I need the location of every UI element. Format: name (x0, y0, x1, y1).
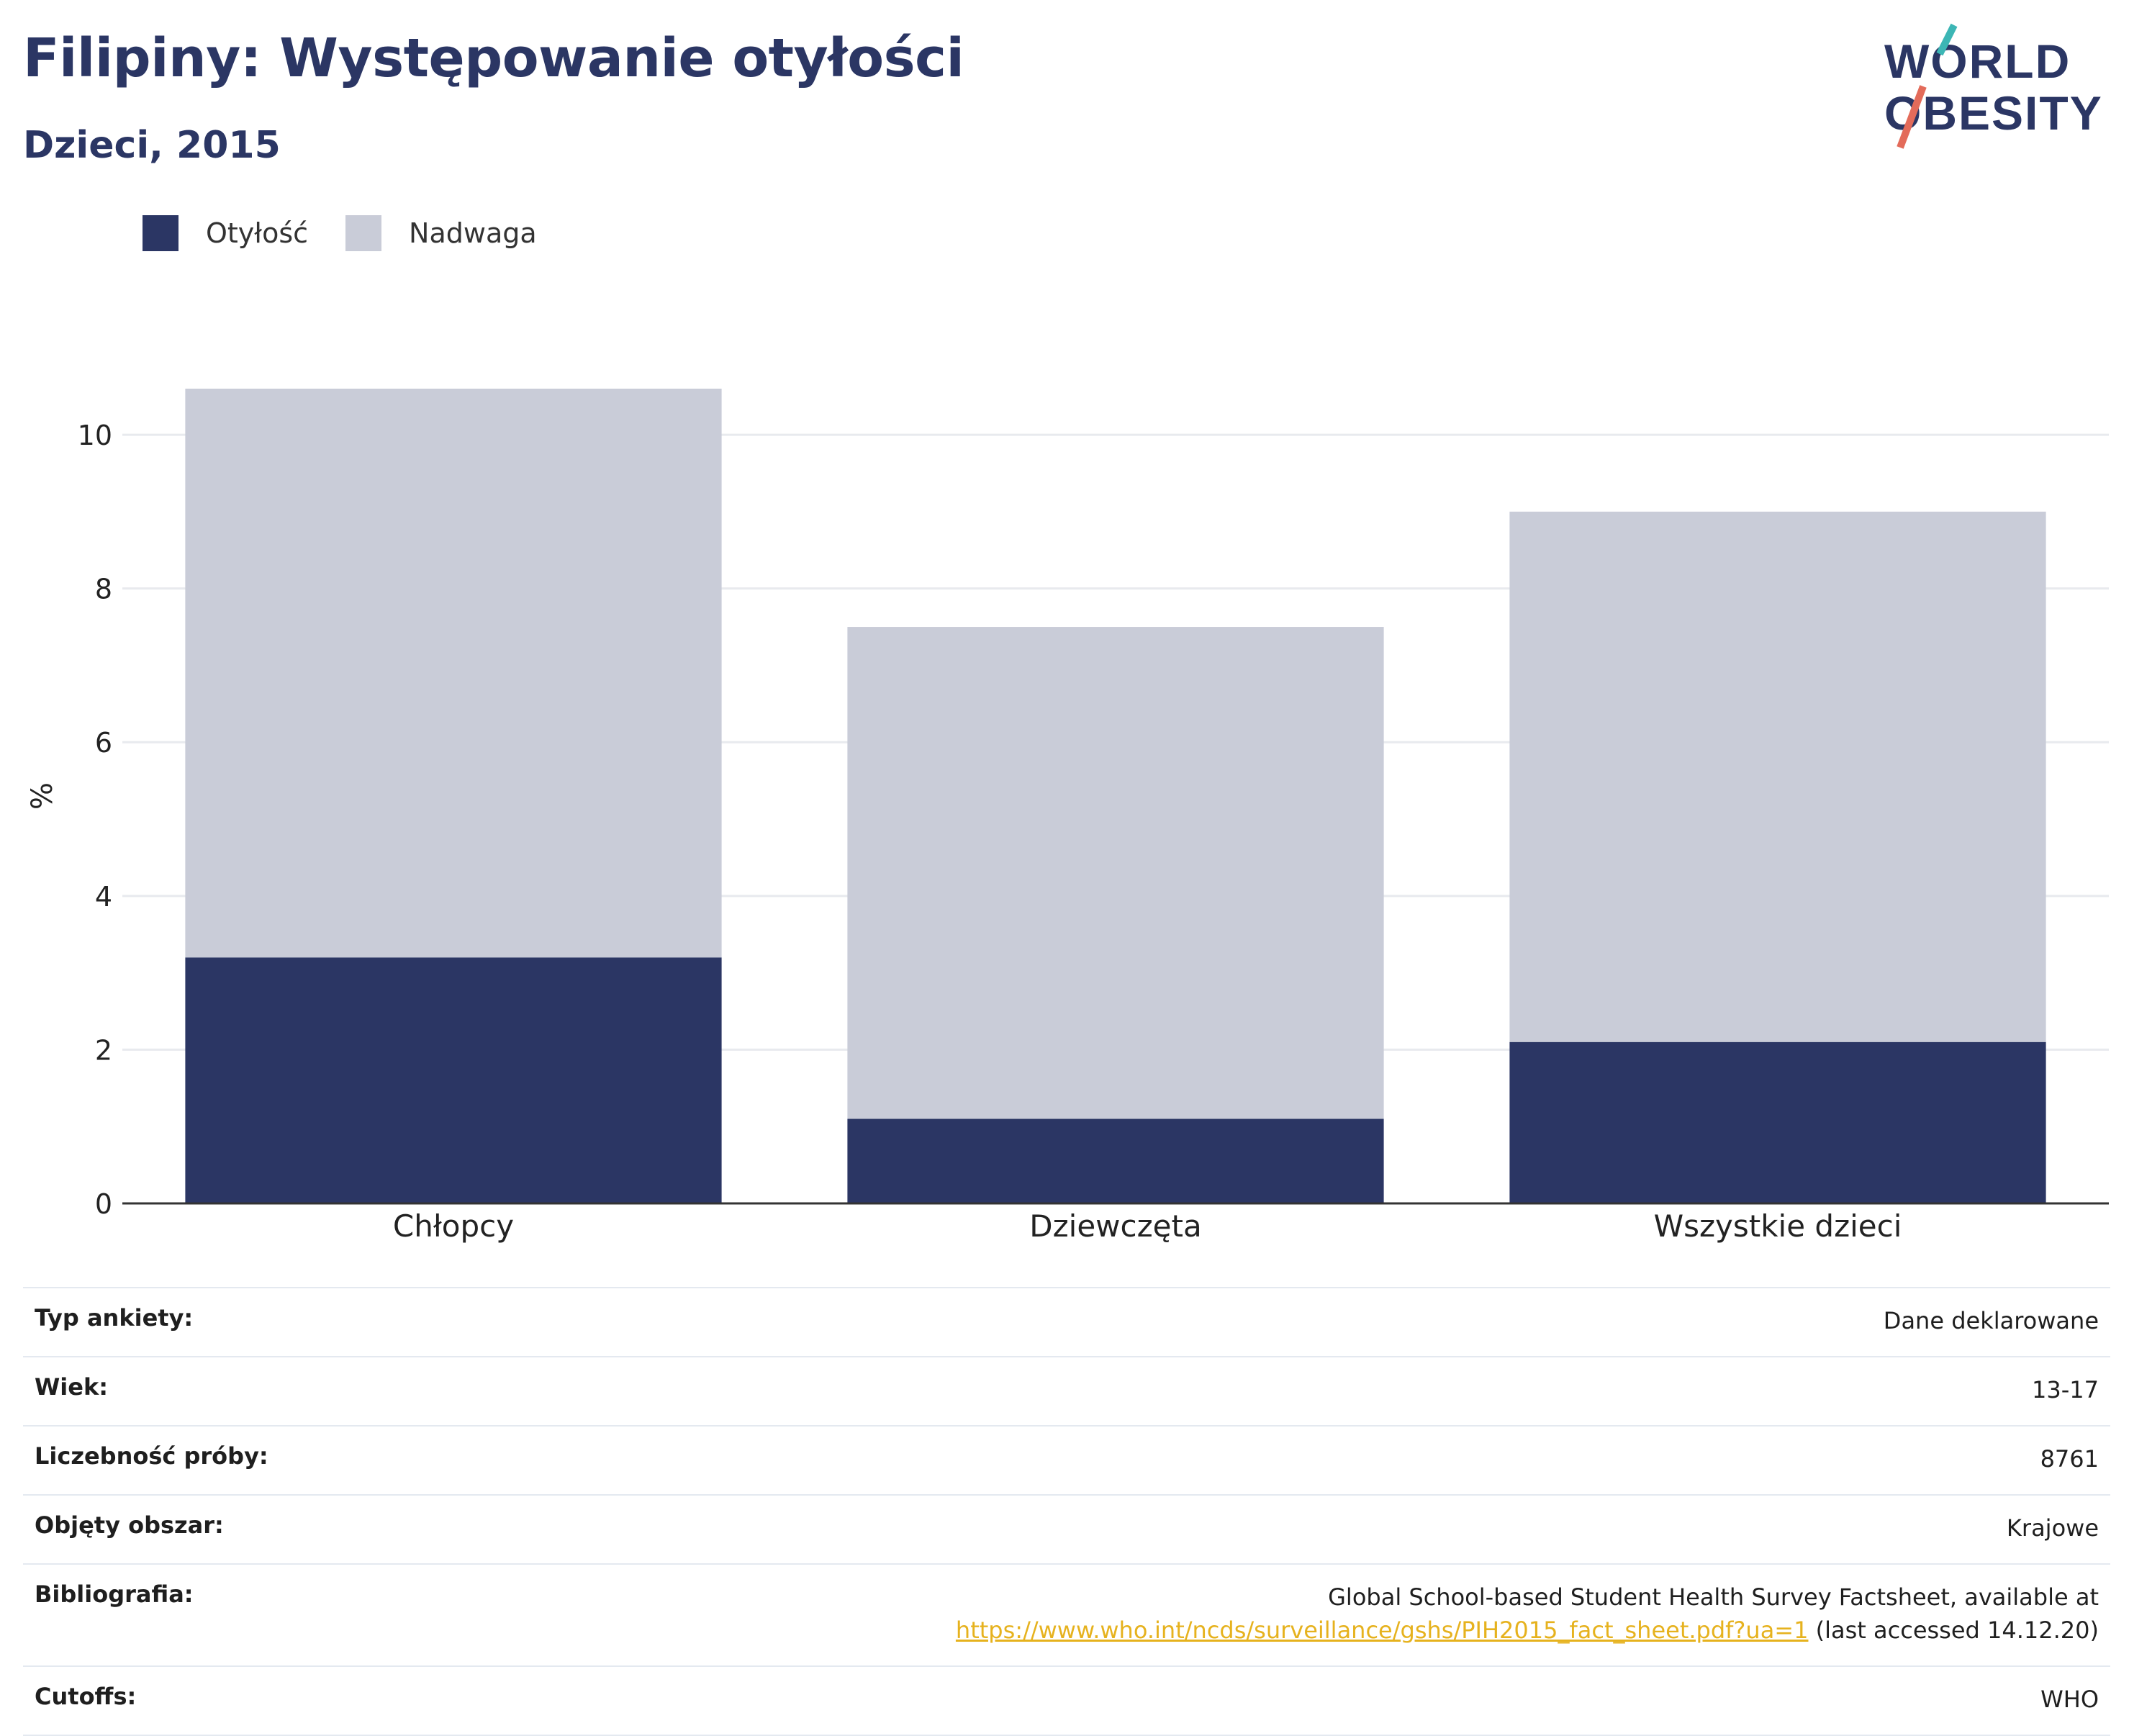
world-obesity-logo: WORLD OBESITY (1884, 23, 2102, 149)
legend-swatch-obesity (143, 215, 178, 251)
y-tick-label: 4 (95, 881, 112, 913)
info-value-bibliography: Global School-based Student Health Surve… (956, 1581, 2099, 1647)
info-value: WHO (2040, 1686, 2099, 1713)
bibliography-text: Global School-based Student Health Surve… (1328, 1583, 2099, 1611)
info-value: 13-17 (2032, 1376, 2099, 1403)
info-row-age: Wiek: 13-17 (23, 1356, 2110, 1425)
legend-label-obesity: Otyłość (206, 217, 309, 249)
y-tick-label: 10 (78, 420, 112, 451)
logo-coral-slash (1897, 85, 1927, 149)
info-label: Bibliografia: (35, 1581, 194, 1608)
legend-item-overweight: Nadwaga (345, 215, 537, 251)
legend-item-obesity: Otyłość (143, 215, 308, 251)
info-value: Krajowe (2006, 1514, 2099, 1542)
bar-overweight (1509, 511, 2046, 1042)
info-table: Typ ankiety: Dane deklarowane Wiek: 13-1… (23, 1287, 2110, 1736)
x-tick-label: Chłopcy (393, 1208, 514, 1244)
y-tick-label: 6 (95, 727, 112, 759)
chart-legend: Otyłość Nadwaga (143, 213, 574, 253)
bar-obesity (185, 957, 722, 1203)
legend-swatch-overweight (345, 215, 382, 251)
y-tick-label: 2 (95, 1034, 112, 1066)
y-axis-label: % (26, 782, 59, 810)
bar-overweight (185, 389, 722, 958)
info-row-area: Objęty obszar: Krajowe (23, 1494, 2110, 1563)
info-row-cutoffs: Cutoffs: WHO (23, 1665, 2110, 1736)
stacked-bar-chart: 0 2 4 6 8 10% Chłopcy Dziewczęta Wszystkie dziec… (26, 389, 2109, 1244)
bibliography-suffix: (last accessed 14.12.20) (1815, 1617, 2099, 1644)
info-value: 8761 (2040, 1445, 2099, 1473)
info-label: Typ ankiety: (35, 1304, 194, 1332)
x-tick-label: Wszystkie dzieci (1654, 1208, 1902, 1244)
info-label: Liczebność próby: (35, 1442, 268, 1470)
info-label: Wiek: (35, 1373, 109, 1401)
bar-overweight (847, 627, 1384, 1119)
legend-label-overweight: Nadwaga (409, 217, 537, 249)
y-tick-label: 8 (95, 574, 112, 605)
bar-obesity (847, 1118, 1384, 1203)
info-row-bibliography: Bibliografia: Global School-based Studen… (23, 1563, 2110, 1665)
info-label: Cutoffs: (35, 1683, 137, 1710)
info-row-survey-type: Typ ankiety: Dane deklarowane (23, 1287, 2110, 1356)
x-tick-label: Dziewczęta (1029, 1208, 1201, 1244)
info-value: Dane deklarowane (1883, 1307, 2099, 1334)
y-tick-label: 0 (95, 1188, 112, 1220)
bar-obesity (1509, 1041, 2046, 1203)
logo-line-1: WORLD (1884, 35, 2071, 88)
info-row-sample-size: Liczebność próby: 8761 (23, 1425, 2110, 1494)
info-label: Objęty obszar: (35, 1511, 224, 1539)
chart-title: Filipiny: Występowanie otyłości (23, 27, 964, 89)
logo-teal-slash (1936, 23, 1958, 56)
chart-subtitle: Dzieci, 2015 (23, 124, 281, 167)
bibliography-link[interactable]: https://www.who.int/ncds/surveillance/gs… (955, 1617, 1809, 1644)
